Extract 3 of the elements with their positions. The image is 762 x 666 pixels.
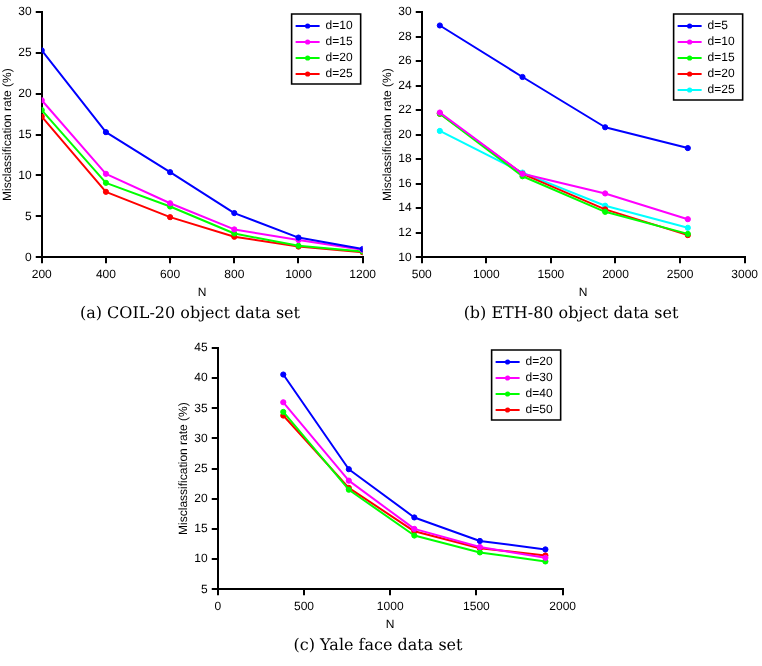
text: (c) Yale face data set — [291, 636, 465, 654]
text: (b) ETH-80 object data set — [461, 304, 681, 322]
text: (a) COIL-20 object data set — [78, 304, 302, 322]
